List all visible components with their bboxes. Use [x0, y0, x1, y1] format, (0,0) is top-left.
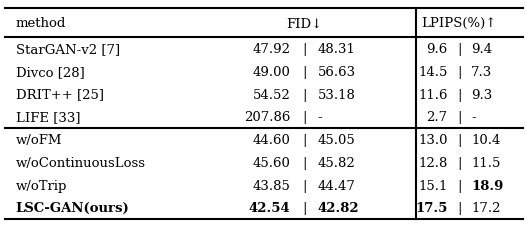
Text: 15.1: 15.1	[418, 179, 448, 192]
Text: 13.0: 13.0	[418, 134, 448, 146]
Text: 17.2: 17.2	[471, 201, 501, 214]
Text: 12.8: 12.8	[418, 156, 448, 169]
Text: w/oTrip: w/oTrip	[16, 179, 67, 192]
Text: |: |	[302, 134, 306, 146]
Text: 11.6: 11.6	[418, 88, 448, 101]
Text: |: |	[457, 88, 461, 101]
Text: method: method	[16, 17, 66, 30]
Text: 10.4: 10.4	[471, 134, 501, 146]
Text: 48.31: 48.31	[318, 43, 356, 56]
Text: FID↓: FID↓	[286, 17, 322, 30]
Text: 45.05: 45.05	[318, 134, 355, 146]
Text: 17.5: 17.5	[416, 201, 448, 214]
Text: 45.60: 45.60	[252, 156, 290, 169]
Text: 7.3: 7.3	[471, 66, 492, 79]
Text: |: |	[302, 201, 306, 214]
Text: LSC-GAN(ours): LSC-GAN(ours)	[16, 201, 129, 214]
Text: LIFE [33]: LIFE [33]	[16, 111, 80, 124]
Text: w/oContinuousLoss: w/oContinuousLoss	[16, 156, 146, 169]
Text: 44.47: 44.47	[318, 179, 356, 192]
Text: 53.18: 53.18	[318, 88, 356, 101]
Text: |: |	[302, 88, 306, 101]
Text: 207.86: 207.86	[244, 111, 290, 124]
Text: 47.92: 47.92	[252, 43, 290, 56]
Text: |: |	[457, 156, 461, 169]
Text: Divco [28]: Divco [28]	[16, 66, 84, 79]
Text: |: |	[302, 43, 306, 56]
Text: |: |	[302, 156, 306, 169]
Text: StarGAN-v2 [7]: StarGAN-v2 [7]	[16, 43, 120, 56]
Text: 45.82: 45.82	[318, 156, 355, 169]
Text: |: |	[302, 66, 306, 79]
Text: |: |	[457, 134, 461, 146]
Text: 11.5: 11.5	[471, 156, 501, 169]
Text: -: -	[471, 111, 476, 124]
Text: 49.00: 49.00	[252, 66, 290, 79]
Text: |: |	[457, 111, 461, 124]
Text: w/oFM: w/oFM	[16, 134, 62, 146]
Text: 9.6: 9.6	[427, 43, 448, 56]
Text: 43.85: 43.85	[252, 179, 290, 192]
Text: 2.7: 2.7	[427, 111, 448, 124]
Text: -: -	[318, 111, 323, 124]
Text: |: |	[457, 66, 461, 79]
Text: 18.9: 18.9	[471, 179, 503, 192]
Text: 9.3: 9.3	[471, 88, 492, 101]
Text: |: |	[457, 201, 461, 214]
Text: 54.52: 54.52	[253, 88, 290, 101]
Text: DRIT++ [25]: DRIT++ [25]	[16, 88, 104, 101]
Text: |: |	[457, 43, 461, 56]
Text: |: |	[302, 179, 306, 192]
Text: 42.82: 42.82	[318, 201, 360, 214]
Text: |: |	[302, 111, 306, 124]
Text: 44.60: 44.60	[252, 134, 290, 146]
Text: 14.5: 14.5	[418, 66, 448, 79]
Text: |: |	[457, 179, 461, 192]
Text: LPIPS(%)↑: LPIPS(%)↑	[422, 17, 497, 30]
Text: 42.54: 42.54	[249, 201, 290, 214]
Text: 9.4: 9.4	[471, 43, 492, 56]
Text: 56.63: 56.63	[318, 66, 356, 79]
